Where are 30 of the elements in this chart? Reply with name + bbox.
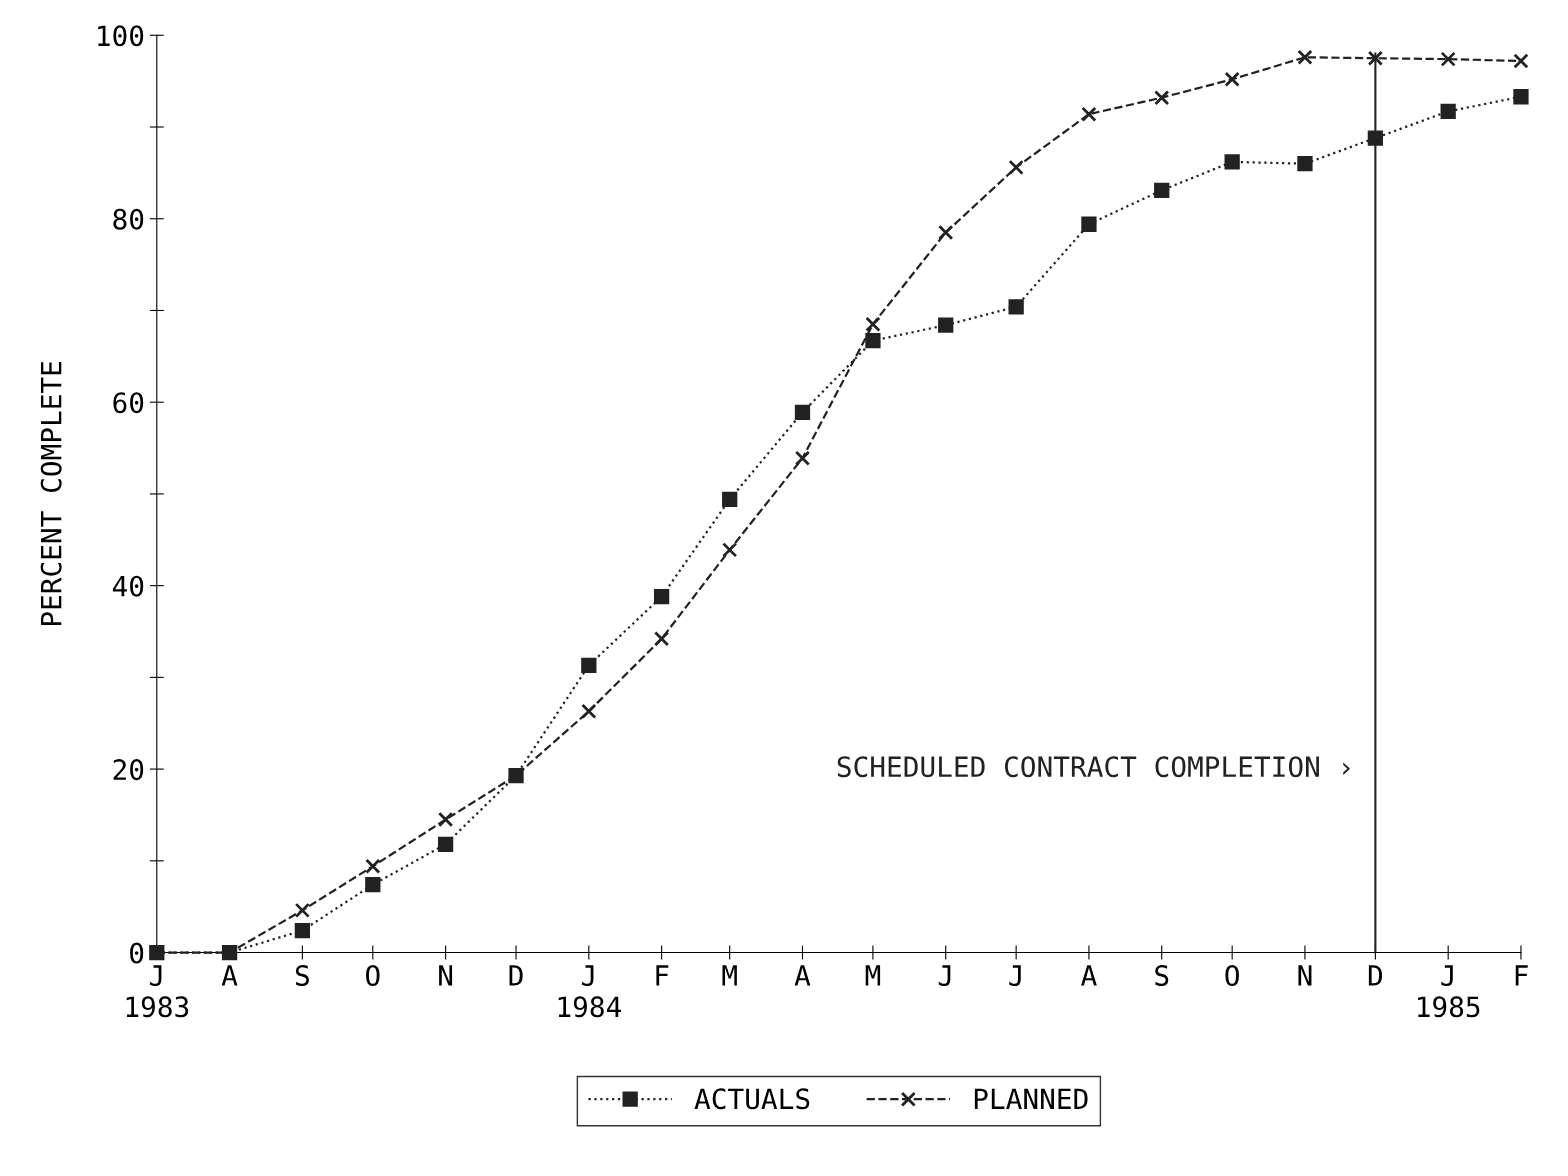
ref-line-label: SCHEDULED CONTRACT COMPLETION › [837, 756, 1350, 778]
x-tick-label: O [366, 965, 380, 987]
x-tick-label: N [1298, 965, 1312, 986]
x-tick-label: J 1983 [126, 965, 189, 1018]
y-axis-title: PERCENT COMPLETE [40, 361, 62, 626]
y-tick-label: 40 [112, 575, 144, 597]
legend-label: PLANNED [974, 1088, 1088, 1109]
x-tick-label: J 1984 [558, 965, 621, 1018]
x-tick-label: S [295, 965, 309, 987]
x-tick-label: A [221, 965, 238, 986]
y-tick-label: 100 [98, 25, 144, 47]
legend-label: ACTUALS [694, 1088, 810, 1110]
x-tick-label: J [1009, 965, 1021, 987]
y-tick-label: 20 [113, 759, 144, 781]
x-tick-label: J 1985 [1418, 965, 1480, 1018]
x-tick-label: A [794, 965, 811, 986]
x-tick-label: N [439, 965, 453, 986]
x-tick-label: S [1155, 965, 1169, 987]
x-tick-label: F [656, 965, 669, 986]
x-tick-label: M [722, 965, 737, 986]
x-tick-label: O [1225, 965, 1239, 987]
y-tick-label: 60 [113, 392, 144, 414]
y-tick-label: 80 [113, 208, 144, 230]
y-tick-label: 0 [130, 942, 144, 964]
x-tick-label: D [509, 965, 523, 986]
x-tick-label: A [1081, 965, 1097, 986]
x-tick-label: F [1515, 965, 1528, 986]
x-tick-label: J [938, 965, 951, 987]
x-tick-label: M [865, 965, 881, 986]
x-tick-label: D [1368, 965, 1383, 986]
